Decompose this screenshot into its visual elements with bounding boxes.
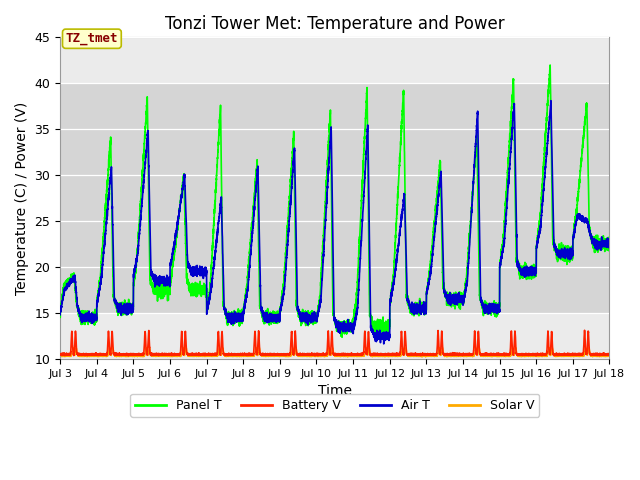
Title: Tonzi Tower Met: Temperature and Power: Tonzi Tower Met: Temperature and Power xyxy=(165,15,504,33)
Legend: Panel T, Battery V, Air T, Solar V: Panel T, Battery V, Air T, Solar V xyxy=(130,394,540,417)
Text: TZ_tmet: TZ_tmet xyxy=(66,32,118,45)
X-axis label: Time: Time xyxy=(318,384,352,398)
Bar xyxy=(60,83,609,313)
Y-axis label: Temperature (C) / Power (V): Temperature (C) / Power (V) xyxy=(15,101,29,295)
